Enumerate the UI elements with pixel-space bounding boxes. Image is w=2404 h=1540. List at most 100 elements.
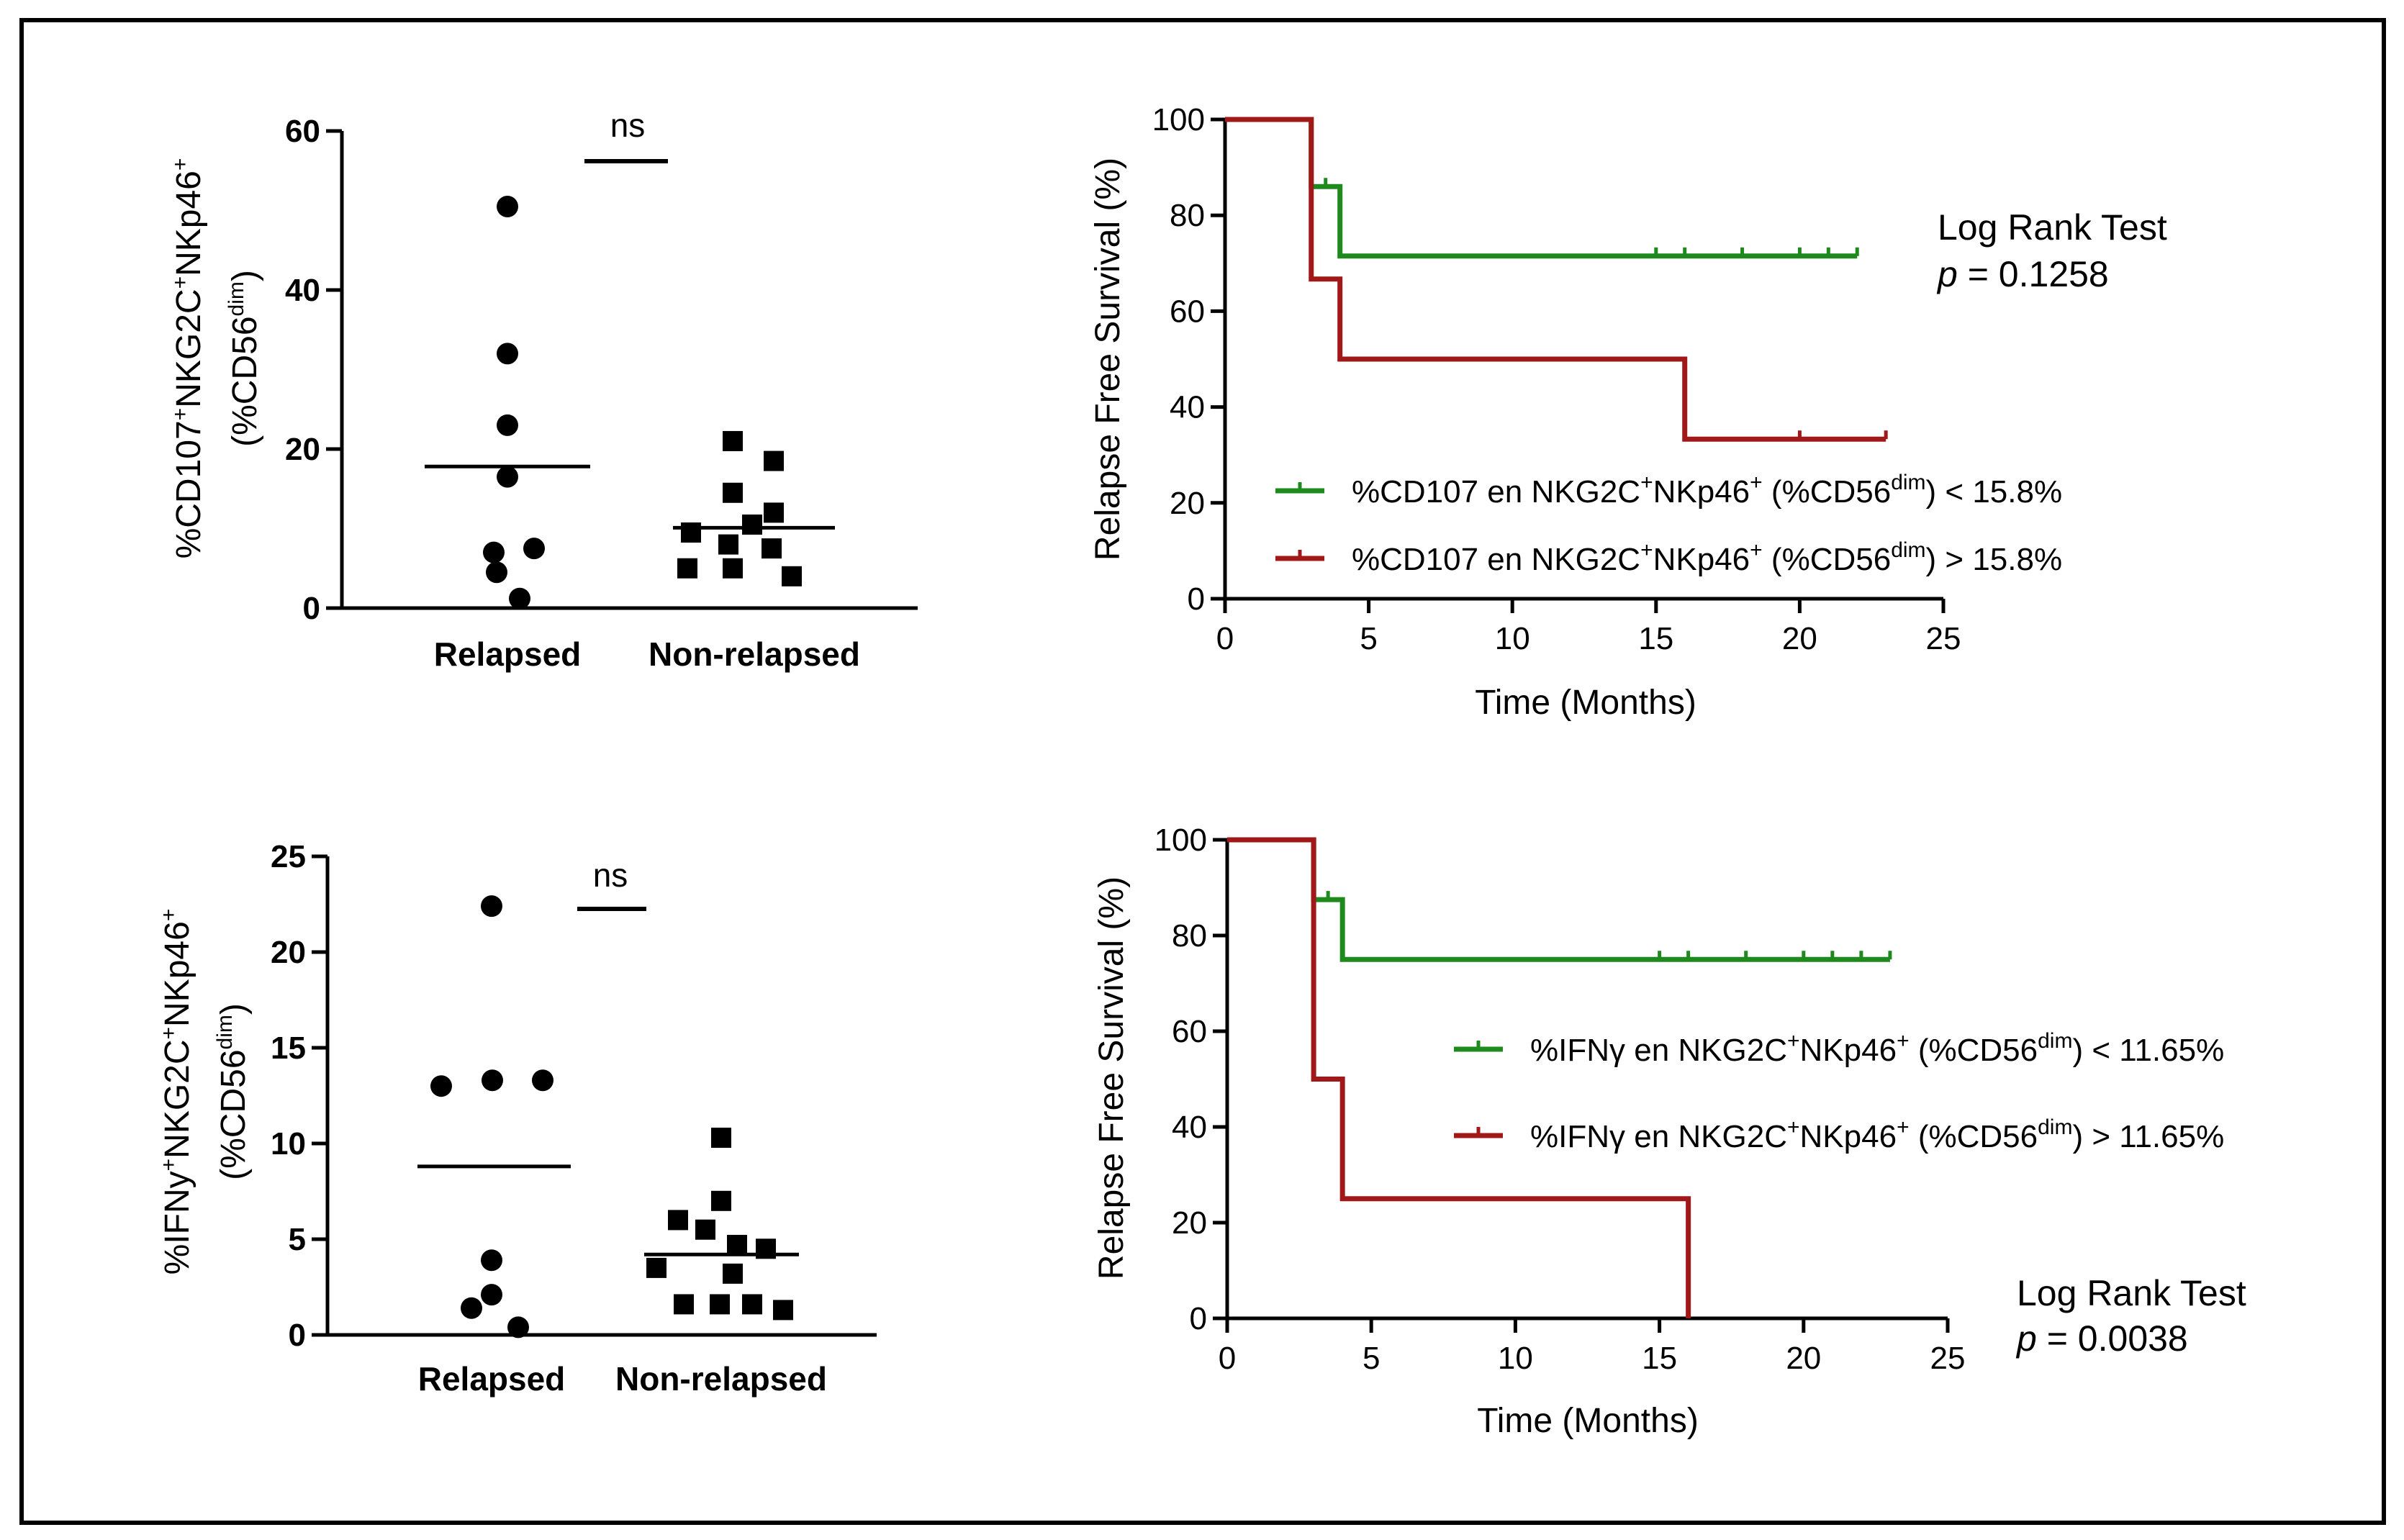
relapsed-point [532, 1069, 553, 1092]
non-relapsed-point [668, 1210, 688, 1231]
non-relapsed-point [782, 566, 802, 586]
non-relapsed-point [711, 1128, 731, 1149]
non-relapsed-point [723, 558, 743, 579]
y-tick-label: 0 [1188, 581, 1205, 617]
relapsed-point [509, 587, 530, 610]
x-axis-label: Time (Months) [1477, 1402, 1699, 1440]
x-tick-label: 20 [1782, 621, 1817, 656]
y-tick-label: 25 [271, 839, 306, 874]
y-tick-label: 10 [271, 1126, 306, 1161]
relapsed-point [483, 541, 505, 563]
category-label: Relapsed [434, 635, 582, 673]
x-tick-label: 5 [1360, 621, 1377, 656]
km-cd107-panel: Relapse Free Survival (%) Time (Months) … [1089, 102, 2167, 722]
non-relapsed-point [762, 538, 782, 559]
relapsed-point [497, 414, 518, 436]
y-tick-label: 0 [289, 1318, 306, 1353]
non-relapsed-point [646, 1257, 666, 1278]
p-value: p = 0.0038 [2015, 1318, 2188, 1359]
relapsed-point [497, 195, 518, 217]
legend-label-low: %IFNγ en NKG2C+NKp46+ (%CD56dim) < 11.65… [1530, 1029, 2224, 1068]
non-relapsed-point [727, 1234, 747, 1255]
figure-border [19, 18, 2386, 1525]
y-tick-label: 40 [1170, 390, 1205, 425]
relapsed-point [507, 1316, 529, 1339]
y-tick-label: 100 [1154, 823, 1207, 858]
non-relapsed-point [773, 1300, 793, 1321]
y-tick-label: 80 [1170, 198, 1205, 233]
significance-label: ns [610, 107, 646, 144]
y-tick-label: 0 [303, 591, 320, 626]
legend-label-low: %CD107 en NKG2C+NKp46+ (%CD56dim) < 15.8… [1352, 471, 2062, 509]
x-tick-label: 25 [1930, 1341, 1966, 1376]
x-tick-label: 10 [1495, 621, 1530, 656]
y-axis-label: Relapse Free Survival (%) [1089, 158, 1127, 561]
x-tick-label: 15 [1642, 1341, 1677, 1376]
non-relapsed-point [764, 450, 784, 471]
relapsed-point [430, 1075, 452, 1097]
y-tick-label: 60 [285, 114, 320, 149]
x-axis-label: Time (Months) [1475, 684, 1696, 722]
relapsed-point [497, 343, 518, 365]
y-tick-label: 15 [271, 1031, 306, 1066]
survival-curve-high [1225, 117, 1886, 442]
relapsed-point [482, 1069, 503, 1092]
y-axis-label: Relapse Free Survival (%) [1093, 877, 1131, 1279]
relapsed-point [461, 1297, 482, 1319]
x-tick-label: 25 [1926, 621, 1961, 656]
log-rank-title: Log Rank Test [2017, 1273, 2246, 1313]
relapsed-point [497, 466, 518, 488]
relapsed-point [523, 538, 545, 560]
non-relapsed-point [681, 522, 701, 543]
relapsed-point [486, 561, 507, 584]
y-tick-label: 40 [1172, 1110, 1207, 1145]
survival-curve-high [1227, 837, 1691, 1318]
log-rank-title: Log Rank Test [1938, 207, 2167, 248]
non-relapsed-point [723, 430, 743, 451]
significance-label: ns [593, 856, 628, 894]
y-tick-label: 60 [1172, 1014, 1207, 1049]
non-relapsed-point [695, 1219, 715, 1240]
y-axis-label: %CD107+NKG2C+NKp46+ [168, 158, 208, 559]
relapsed-point [481, 1249, 502, 1272]
y-axis-label-unit: (%CD56dim) [225, 270, 264, 447]
y-tick-label: 20 [271, 935, 306, 970]
non-relapsed-point [764, 502, 784, 523]
x-tick-label: 10 [1498, 1341, 1533, 1376]
non-relapsed-point [718, 534, 738, 555]
x-tick-label: 5 [1363, 1341, 1380, 1376]
non-relapsed-point [723, 482, 743, 503]
x-tick-label: 0 [1219, 1341, 1236, 1376]
y-tick-label: 20 [1170, 486, 1205, 521]
p-value: p = 0.1258 [1936, 254, 2109, 294]
non-relapsed-point [711, 1190, 731, 1211]
non-relapsed-point [710, 1294, 730, 1315]
y-tick-label: 5 [289, 1222, 306, 1257]
x-tick-label: 0 [1216, 621, 1234, 656]
y-tick-label: 20 [1172, 1205, 1207, 1241]
relapsed-point [481, 1284, 502, 1306]
y-tick-label: 40 [285, 273, 320, 308]
category-label: Non-relapsed [615, 1360, 827, 1398]
relapsed-point [481, 895, 502, 918]
non-relapsed-point [742, 1294, 762, 1315]
y-axis-label: %IFNy+NKG2C+NKp46+ [157, 909, 196, 1275]
category-label: Non-relapsed [649, 635, 860, 673]
x-tick-label: 20 [1786, 1341, 1821, 1376]
category-label: Relapsed [418, 1360, 566, 1398]
non-relapsed-point [677, 558, 697, 579]
y-axis-label-unit: (%CD56dim) [213, 1003, 253, 1180]
km-ifny-panel: Relapse Free Survival (%) Time (Months) … [1093, 823, 2246, 1440]
non-relapsed-point [742, 514, 762, 535]
y-tick-label: 80 [1172, 918, 1207, 954]
scatter-ifny-panel: %IFNy+NKG2C+NKp46+ (%CD56dim) ns Relapse… [157, 839, 877, 1398]
y-tick-label: 20 [285, 432, 320, 467]
legend-label-high: %IFNγ en NKG2C+NKp46+ (%CD56dim) > 11.65… [1530, 1115, 2224, 1154]
scatter-cd107-panel: %CD107+NKG2C+NKp46+ (%CD56dim) ns Relaps… [168, 107, 918, 673]
y-tick-label: 100 [1152, 102, 1205, 137]
non-relapsed-point [674, 1294, 694, 1315]
legend-label-high: %CD107 en NKG2C+NKp46+ (%CD56dim) > 15.8… [1352, 538, 2062, 577]
x-tick-label: 15 [1638, 621, 1673, 656]
y-tick-label: 0 [1190, 1301, 1207, 1336]
